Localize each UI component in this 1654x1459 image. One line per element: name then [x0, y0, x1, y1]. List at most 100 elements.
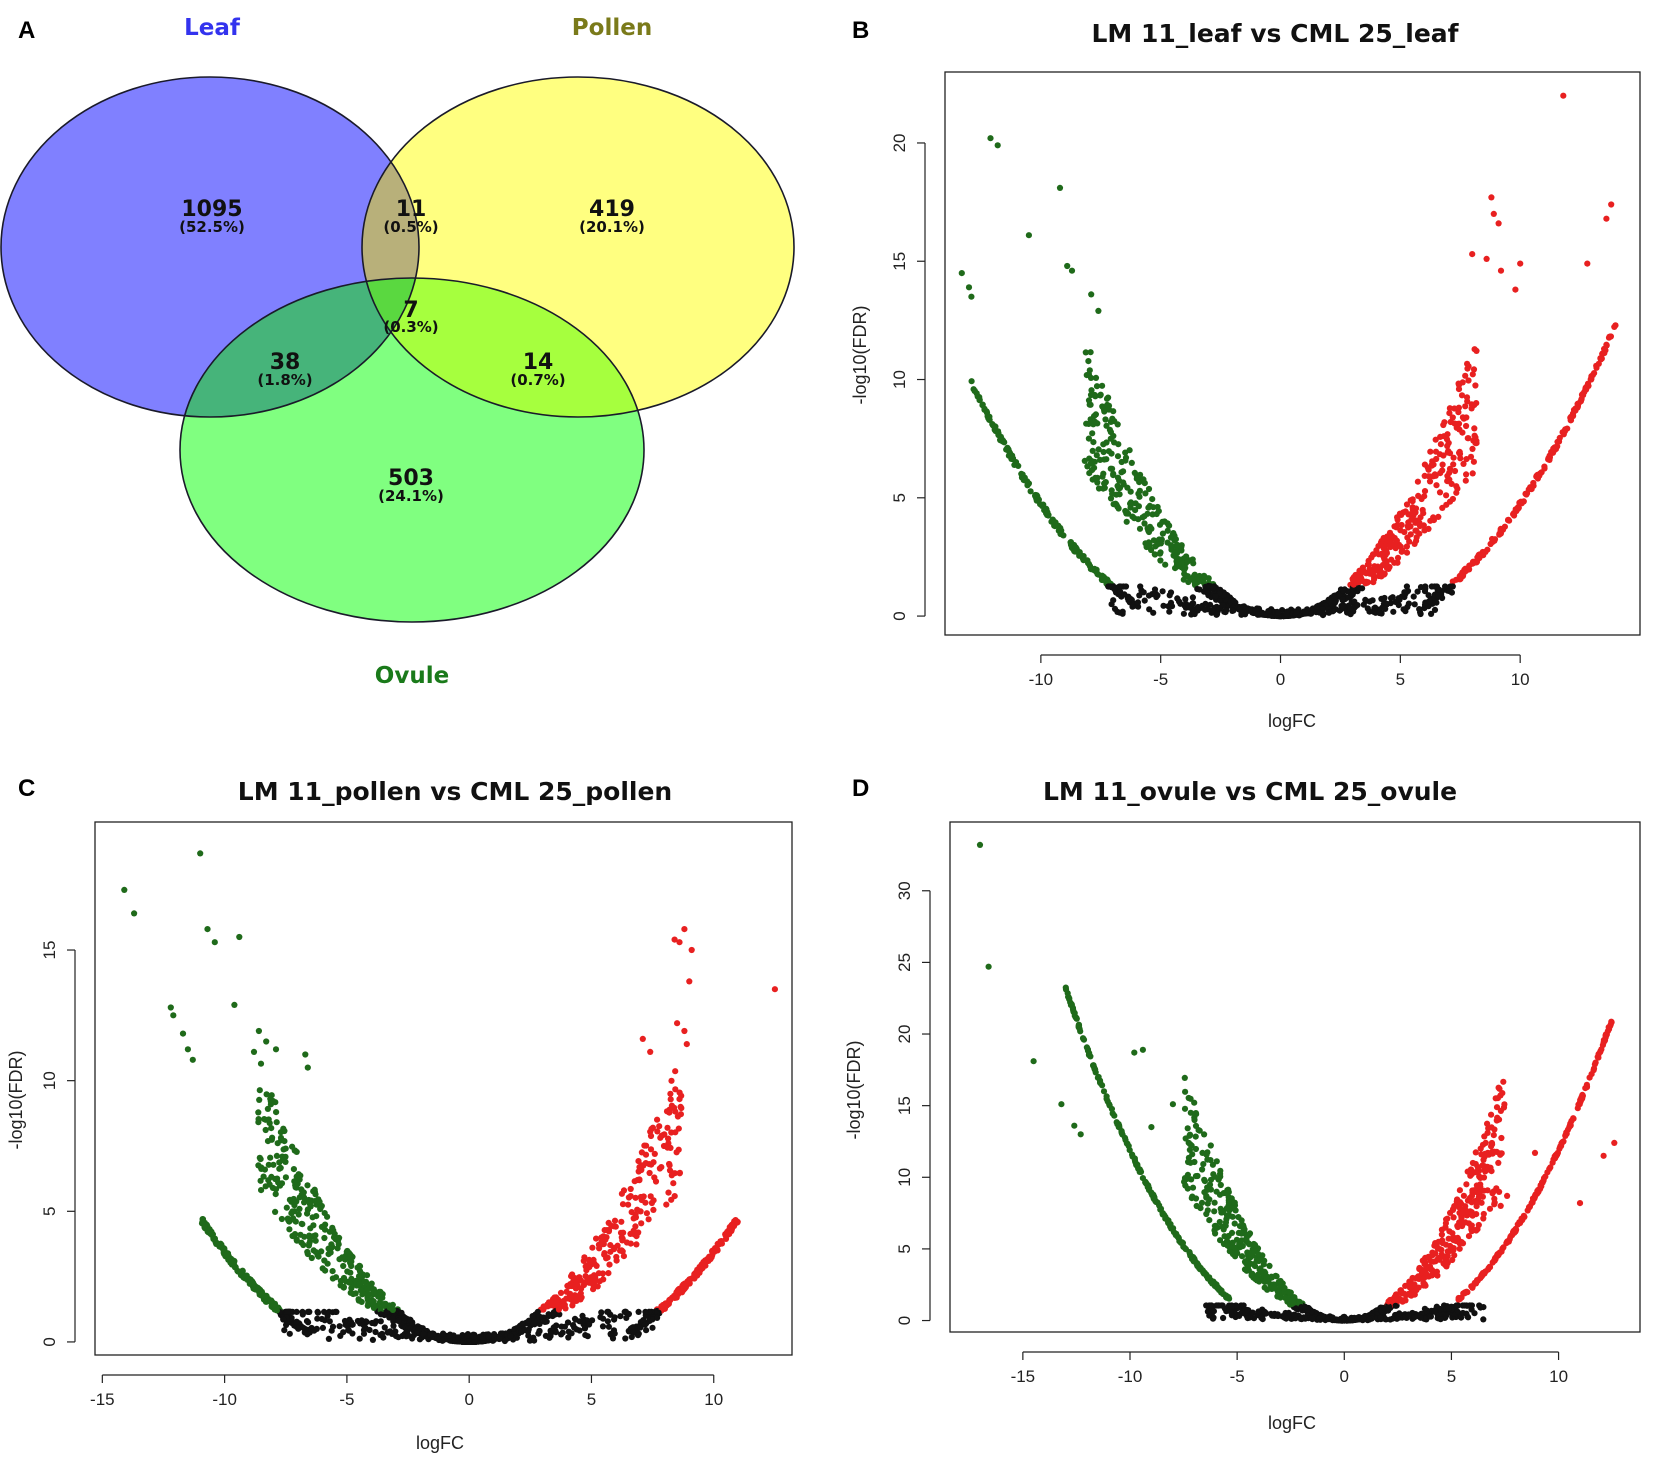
point-upregulated — [1399, 1298, 1406, 1305]
point-not-significant — [1480, 1304, 1487, 1311]
point-not-significant — [1459, 1302, 1466, 1309]
point-upregulated — [1473, 1211, 1480, 1218]
y-tick-label: 20 — [895, 1025, 914, 1044]
point-upregulated — [1447, 1242, 1454, 1250]
point-not-significant — [530, 1320, 537, 1327]
point-not-significant — [586, 1321, 593, 1328]
point-upregulated — [620, 1253, 628, 1260]
point-downregulated — [311, 1198, 318, 1205]
point-downregulated — [994, 142, 1001, 149]
point-upregulated — [625, 1201, 632, 1208]
point-downregulated — [1170, 530, 1177, 537]
point-downregulated — [1086, 1050, 1093, 1057]
point-downregulated — [1239, 1242, 1246, 1250]
point-upregulated — [1504, 1192, 1511, 1199]
point-upregulated — [1471, 346, 1478, 353]
point-upregulated — [1446, 405, 1453, 412]
point-downregulated — [1159, 530, 1166, 537]
point-downregulated — [358, 1298, 365, 1305]
point-not-significant — [386, 1328, 393, 1335]
point-downregulated — [258, 1292, 265, 1299]
point-upregulated — [666, 1162, 673, 1169]
point-not-significant — [284, 1308, 291, 1315]
point-downregulated — [1097, 391, 1104, 398]
point-downregulated — [321, 1226, 329, 1233]
point-upregulated — [1537, 1185, 1544, 1192]
point-upregulated — [1364, 579, 1372, 586]
point-upregulated — [1414, 478, 1421, 485]
point-downregulated — [1114, 1121, 1121, 1128]
point-not-significant — [1136, 592, 1143, 599]
point-downregulated — [224, 1250, 231, 1258]
point-not-significant — [281, 1327, 288, 1334]
point-downregulated — [1070, 1008, 1077, 1016]
point-upregulated — [1552, 1154, 1559, 1161]
point-upregulated — [1598, 355, 1605, 362]
point-downregulated — [1112, 500, 1119, 507]
point-not-significant — [1255, 1308, 1262, 1315]
point-downregulated — [1182, 1245, 1189, 1252]
point-upregulated — [595, 1270, 603, 1277]
point-upregulated — [1371, 576, 1378, 583]
point-not-significant — [380, 1334, 387, 1341]
point-downregulated — [1229, 1239, 1236, 1246]
point-upregulated — [1433, 482, 1440, 489]
point-upregulated — [1491, 1195, 1498, 1202]
point-downregulated — [1219, 1223, 1226, 1230]
point-downregulated — [1109, 490, 1116, 498]
point-upregulated — [1495, 1159, 1502, 1166]
point-downregulated — [262, 1126, 269, 1134]
y-tick-label: 5 — [895, 1244, 914, 1253]
point-not-significant — [1376, 609, 1383, 617]
point-not-significant — [1254, 611, 1261, 618]
point-upregulated — [1404, 1291, 1411, 1298]
point-upregulated — [1432, 436, 1439, 443]
venn-title-pollen: Pollen — [572, 15, 652, 41]
point-downregulated — [236, 933, 243, 941]
point-not-significant — [634, 1332, 642, 1339]
point-not-significant — [369, 1336, 376, 1343]
point-upregulated — [598, 1241, 606, 1248]
point-upregulated — [1470, 458, 1477, 465]
point-downregulated — [1001, 439, 1008, 446]
point-not-significant — [1405, 1311, 1412, 1318]
point-downregulated — [296, 1205, 303, 1212]
point-downregulated — [1101, 456, 1108, 463]
point-upregulated — [1546, 1165, 1553, 1172]
point-downregulated — [189, 1056, 196, 1063]
point-upregulated — [1558, 1140, 1565, 1147]
point-not-significant — [464, 1332, 471, 1339]
points-c — [121, 850, 779, 1345]
point-not-significant — [440, 1330, 447, 1337]
point-downregulated — [1097, 1079, 1104, 1086]
point-downregulated — [1226, 1212, 1233, 1219]
point-not-significant — [1354, 602, 1361, 609]
point-downregulated — [1077, 1131, 1084, 1138]
y-tick-label: 10 — [40, 1071, 59, 1090]
point-upregulated — [567, 1281, 574, 1288]
point-downregulated — [321, 1210, 328, 1217]
point-downregulated — [301, 1199, 308, 1206]
point-upregulated — [1518, 1215, 1525, 1222]
venn-count-leaf-ovule: 38 — [270, 350, 301, 375]
point-downregulated — [1141, 520, 1148, 527]
point-downregulated — [1200, 1269, 1207, 1276]
point-upregulated — [656, 1123, 663, 1130]
point-not-significant — [389, 1315, 396, 1322]
point-downregulated — [1224, 1241, 1231, 1248]
point-upregulated — [1471, 425, 1478, 432]
point-upregulated — [1430, 473, 1437, 480]
point-not-significant — [1396, 1310, 1403, 1317]
point-upregulated — [1433, 1268, 1440, 1275]
point-downregulated — [256, 1096, 263, 1103]
point-upregulated — [1611, 1139, 1618, 1146]
point-downregulated — [286, 1196, 293, 1203]
point-downregulated — [302, 1051, 309, 1058]
point-downregulated — [283, 1204, 290, 1211]
point-upregulated — [1421, 1281, 1428, 1288]
point-downregulated — [1109, 1110, 1116, 1117]
point-downregulated — [267, 1298, 274, 1305]
point-downregulated — [968, 293, 975, 300]
point-not-significant — [1426, 598, 1433, 605]
point-upregulated — [635, 1229, 642, 1236]
